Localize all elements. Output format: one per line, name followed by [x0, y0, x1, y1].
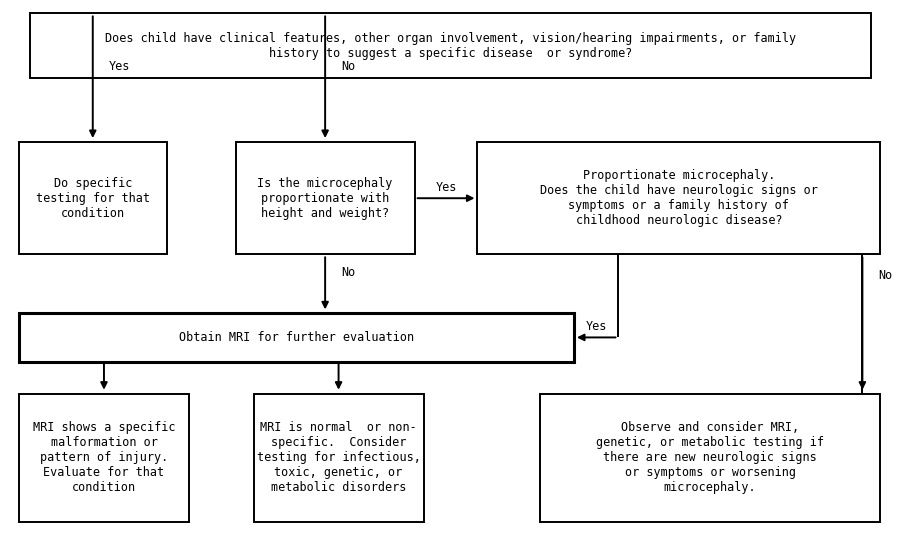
FancyBboxPatch shape — [19, 394, 189, 522]
Text: No: No — [878, 269, 893, 282]
Text: Obtain MRI for further evaluation: Obtain MRI for further evaluation — [179, 331, 414, 344]
Text: Yes: Yes — [586, 320, 607, 333]
Text: No: No — [341, 60, 356, 73]
FancyBboxPatch shape — [30, 14, 871, 78]
FancyBboxPatch shape — [235, 142, 414, 254]
Text: MRI shows a specific
malformation or
pattern of injury.
Evaluate for that
condit: MRI shows a specific malformation or pat… — [32, 421, 175, 494]
FancyBboxPatch shape — [19, 313, 574, 361]
Text: Is the microcephaly
proportionate with
height and weight?: Is the microcephaly proportionate with h… — [258, 177, 393, 220]
Text: Do specific
testing for that
condition: Do specific testing for that condition — [36, 177, 150, 220]
Text: Yes: Yes — [109, 60, 131, 73]
Text: Proportionate microcephaly.
Does the child have neurologic signs or
symptoms or : Proportionate microcephaly. Does the chi… — [540, 169, 818, 227]
FancyBboxPatch shape — [540, 394, 880, 522]
Text: Yes: Yes — [435, 181, 457, 194]
FancyBboxPatch shape — [253, 394, 423, 522]
Text: MRI is normal  or non-
specific.  Consider
testing for infectious,
toxic, geneti: MRI is normal or non- specific. Consider… — [257, 421, 421, 494]
Text: Observe and consider MRI,
genetic, or metabolic testing if
there are new neurolo: Observe and consider MRI, genetic, or me… — [596, 421, 824, 494]
FancyBboxPatch shape — [19, 142, 167, 254]
Text: Does child have clinical features, other organ involvement, vision/hearing impai: Does child have clinical features, other… — [105, 31, 796, 60]
Text: No: No — [341, 266, 356, 279]
FancyBboxPatch shape — [478, 142, 880, 254]
